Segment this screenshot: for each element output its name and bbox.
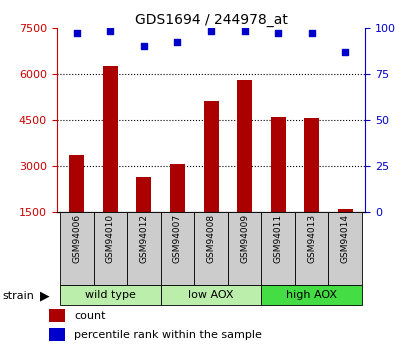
Point (308, 30, 315, 36)
Text: GSM94013: GSM94013 (307, 214, 316, 264)
Bar (295, 212, 328, 285)
Point (241, 29, 248, 34)
Bar (94, 212, 127, 285)
Bar (328, 212, 362, 285)
Bar (103, 66, 118, 212)
Bar (194, 212, 228, 285)
Text: GSM94006: GSM94006 (72, 214, 81, 264)
Point (107, 29, 114, 34)
Point (141, 43, 147, 49)
Bar (49, 309, 65, 322)
Text: GSM94007: GSM94007 (173, 214, 182, 264)
Bar (304, 118, 319, 212)
Text: wild type: wild type (85, 290, 136, 300)
Text: count: count (74, 310, 106, 321)
Bar (270, 117, 286, 212)
Bar (49, 328, 65, 341)
Text: GSM94012: GSM94012 (139, 214, 148, 263)
Text: percentile rank within the sample: percentile rank within the sample (74, 330, 262, 340)
Text: GSM94009: GSM94009 (240, 214, 249, 264)
Bar (170, 165, 185, 212)
Text: strain: strain (2, 291, 34, 300)
Text: GSM94010: GSM94010 (106, 214, 115, 264)
Bar (69, 155, 84, 212)
Text: high AOX: high AOX (286, 290, 337, 300)
Text: GSM94008: GSM94008 (207, 214, 215, 264)
Bar (338, 209, 353, 212)
Bar (127, 212, 161, 285)
Point (174, 40, 181, 45)
Bar (161, 285, 261, 305)
Title: GDS1694 / 244978_at: GDS1694 / 244978_at (135, 12, 287, 27)
Text: GSM94014: GSM94014 (341, 214, 350, 263)
Point (208, 29, 215, 34)
Bar (60, 285, 161, 305)
Text: low AOX: low AOX (188, 290, 234, 300)
Point (74, 30, 80, 36)
Bar (204, 101, 218, 212)
Bar (237, 80, 252, 212)
Bar (60, 212, 94, 285)
Bar (261, 212, 295, 285)
Text: GSM94011: GSM94011 (274, 214, 283, 264)
Text: ▶: ▶ (40, 289, 50, 302)
Point (342, 49, 349, 55)
Bar (161, 212, 194, 285)
Point (275, 30, 281, 36)
Bar (136, 177, 152, 212)
Bar (261, 285, 362, 305)
Bar (228, 212, 261, 285)
